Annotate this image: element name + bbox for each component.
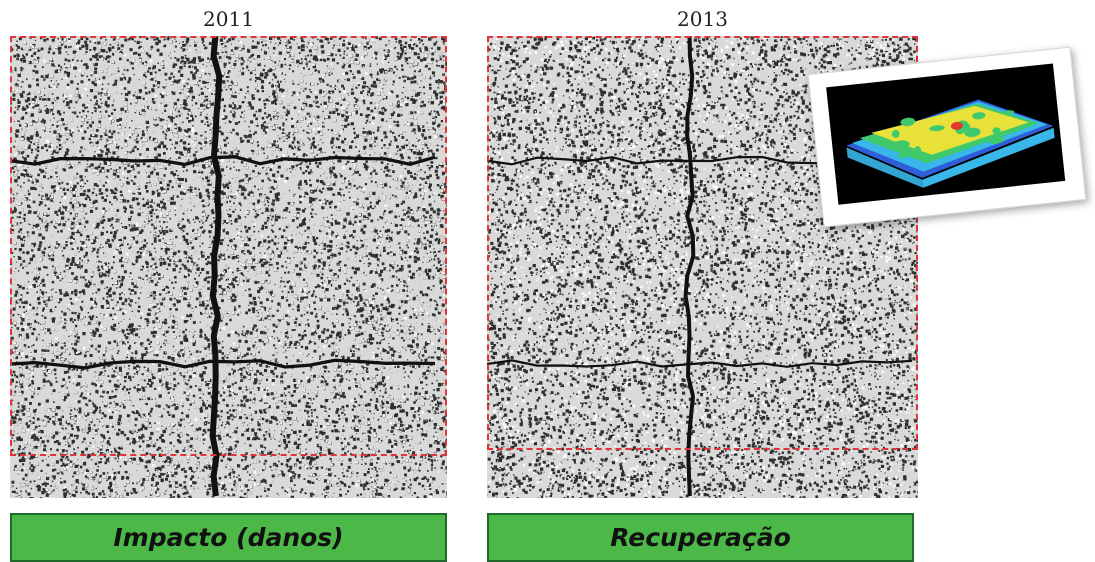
texture-speckle: [487, 36, 918, 498]
surface-bump: [929, 125, 945, 132]
crack-horizontal-2: [487, 359, 913, 368]
surface-map-frame: [826, 63, 1066, 205]
label-recuperacao: Recuperação: [487, 513, 914, 562]
3d-surface-map-icon: [846, 99, 1055, 188]
surface-bump: [964, 127, 981, 138]
surface-bump: [891, 129, 900, 138]
crack-horizontal-2: [10, 358, 436, 370]
surface-layer-yellow: [871, 105, 1029, 155]
surface-bump: [914, 146, 922, 155]
crack-horizontal-1: [10, 155, 436, 167]
panel-title-2011: 2011: [203, 7, 254, 31]
texture-image-2011: [10, 36, 447, 498]
crack-vertical: [209, 36, 223, 497]
label-impacto: Impacto (danos): [10, 513, 447, 562]
surface-bump: [898, 153, 907, 159]
texture-highlights: [10, 36, 447, 498]
texture-svg-2011: [10, 36, 447, 498]
surface-bump: [972, 112, 986, 120]
surface-map-inset: [807, 46, 1087, 228]
surface-side-right: [922, 127, 1055, 188]
crack-vertical: [683, 36, 696, 497]
panel-title-2013: 2013: [677, 7, 728, 31]
surface-peak: [950, 121, 963, 130]
surface-bump: [892, 140, 910, 150]
surface-side-left: [846, 147, 924, 188]
surface-bump: [1003, 110, 1015, 115]
surface-bump: [988, 135, 1005, 144]
texture-highlights: [487, 36, 918, 498]
surface-bump: [992, 127, 1001, 135]
surface-bump: [900, 117, 916, 127]
